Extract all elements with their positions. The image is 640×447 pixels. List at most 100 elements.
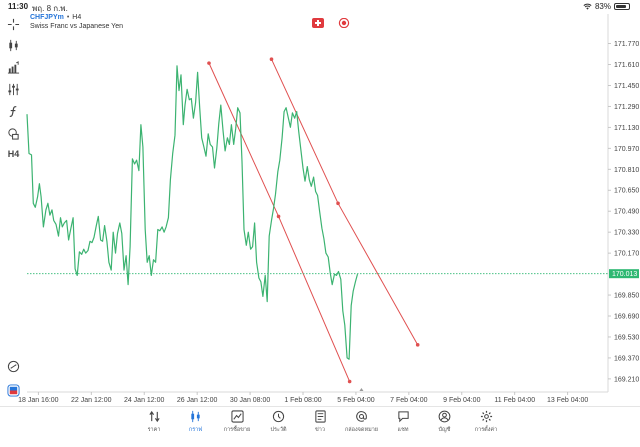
swiss-flag-icon <box>312 18 324 28</box>
japan-flag-icon <box>338 18 350 28</box>
y-tick-label: 169.530 <box>614 334 639 341</box>
nav-label: แชท <box>397 427 409 433</box>
x-tick-label: 24 Jan 12:00 <box>124 397 165 404</box>
trend-line-1[interactable] <box>208 62 351 382</box>
left-toolbar: H4 <box>0 14 27 406</box>
nav-news[interactable]: ข่าว <box>299 407 341 447</box>
trend-line-anchor[interactable] <box>207 61 211 65</box>
bottom-nav: ราคา กราฟ การซื้อขาย ประวัติ ข่าว กล่องจดหมาย… <box>0 406 640 447</box>
nav-trade[interactable]: การซื้อขาย <box>216 407 258 447</box>
quotes-icon <box>148 410 161 423</box>
y-tick-label: 170.970 <box>614 146 639 153</box>
x-tick-label: 26 Jan 12:00 <box>177 397 218 404</box>
function-icon[interactable] <box>4 103 23 119</box>
trend-line-anchor[interactable] <box>269 57 274 62</box>
nav-label: บัญชี <box>438 427 451 433</box>
status-time: 11:30 <box>8 2 29 11</box>
x-tick-label: 5 Feb 04:00 <box>337 397 374 404</box>
settings-icon <box>480 410 493 423</box>
nav-mailbox[interactable]: กล่องจดหมาย <box>341 407 383 447</box>
symbol-description: Swiss Franc vs Japanese Yen <box>30 23 123 30</box>
current-price-line: 170.013 <box>27 269 639 391</box>
y-tick-label: 171.770 <box>614 41 639 48</box>
trend-line-anchor[interactable] <box>336 201 340 206</box>
y-tick-label: 171.450 <box>614 83 639 90</box>
nav-label: การซื้อขาย <box>223 427 251 433</box>
x-tick-label: 13 Feb 04:00 <box>547 397 588 404</box>
status-bar: 11:30 พฤ. 8 ก.พ. 83% <box>0 0 640 14</box>
nav-chat[interactable]: แชท <box>382 407 424 447</box>
symbol-line[interactable]: CHFJPYm • H4 <box>30 14 81 21</box>
nav-settings[interactable]: การตั้งค่า <box>465 407 507 447</box>
trend-line-anchor[interactable] <box>276 214 281 219</box>
nav-label: กราฟ <box>188 427 203 433</box>
y-tick-label: 170.810 <box>614 167 639 174</box>
battery-fill <box>616 5 626 8</box>
symbol-name: CHFJPYm <box>30 14 64 21</box>
chart-grid <box>27 14 609 393</box>
indicators-icon[interactable] <box>4 81 23 97</box>
price-line-series-1 <box>26 65 359 360</box>
timeframe-label[interactable]: H4 <box>7 149 20 159</box>
nav-label: ข่าว <box>315 427 325 433</box>
nav-history[interactable]: ประวัติ <box>258 407 300 447</box>
y-tick-label: 170.330 <box>614 230 639 237</box>
nav-accounts[interactable]: บัญชี <box>424 407 466 447</box>
trend-line-2[interactable] <box>271 58 419 346</box>
y-axis: 171.770 171.610 171.450 171.290 171.130 170.9… <box>608 41 639 383</box>
trading-icon[interactable] <box>4 382 23 398</box>
current-price-tag <box>609 269 639 279</box>
currency-flags <box>312 18 350 28</box>
y-tick-label: 169.690 <box>614 314 639 321</box>
trade-icon <box>230 410 244 423</box>
candlestick-icon[interactable] <box>4 37 23 53</box>
chart-icon <box>189 410 202 423</box>
y-tick-label: 169.210 <box>614 376 639 383</box>
history-icon <box>272 410 285 423</box>
y-tick-label: 171.130 <box>614 125 639 132</box>
gauge-icon[interactable] <box>4 358 23 374</box>
x-tick-label: 30 Jan 08:00 <box>230 397 271 404</box>
nav-label: การตั้งค่า <box>474 427 498 433</box>
account-icon <box>438 410 451 423</box>
trend-line-anchor[interactable] <box>415 343 420 347</box>
y-tick-label: 169.850 <box>614 293 639 300</box>
nav-chart[interactable]: กราฟ <box>175 407 217 447</box>
nav-label: กล่องจดหมาย <box>344 427 379 433</box>
y-tick-label: 171.290 <box>614 104 639 111</box>
nav-label: ประวัติ <box>270 427 287 433</box>
symbol-timeframe: H4 <box>72 14 82 21</box>
bar-chart-icon[interactable] <box>4 59 23 75</box>
chat-icon <box>397 410 410 423</box>
x-tick-label: 9 Feb 04:00 <box>443 397 480 404</box>
current-time-marker <box>359 388 364 391</box>
symbol-separator: • <box>66 14 70 21</box>
x-tick-label: 7 Feb 04:00 <box>390 397 427 404</box>
objects-icon[interactable] <box>4 125 23 141</box>
trend-line-anchor[interactable] <box>347 379 352 384</box>
y-tick-label: 171.610 <box>614 62 639 69</box>
y-tick-label: 170.170 <box>614 251 639 258</box>
trend-lines <box>207 57 420 384</box>
current-price-label: 170.013 <box>612 271 637 278</box>
x-tick-label: 22 Jan 12:00 <box>71 397 112 404</box>
mail-icon <box>355 410 368 423</box>
price-chart[interactable]: 170.013 171.770171.610171.450171.290171.… <box>0 0 640 406</box>
x-axis: 18 Jan 16:00 22 Jan 12:00 24 Jan 12:00 26 J… <box>18 392 588 404</box>
x-tick-label: 18 Jan 16:00 <box>18 397 59 404</box>
battery-percent: 83% <box>594 2 611 11</box>
status-date: พฤ. 8 ก.พ. <box>32 4 68 13</box>
y-tick-label: 169.370 <box>614 355 639 362</box>
crosshair-icon[interactable] <box>4 16 23 32</box>
x-tick-label: 1 Feb 08:00 <box>284 397 321 404</box>
status-right: 83% <box>583 2 630 11</box>
price-series <box>26 65 359 360</box>
x-tick-label: 11 Feb 04:00 <box>494 397 535 404</box>
wifi-icon <box>583 3 592 10</box>
nav-label: ราคา <box>147 427 161 433</box>
battery-icon <box>614 3 630 10</box>
news-icon <box>314 410 327 423</box>
nav-quotes[interactable]: ราคา <box>133 407 175 447</box>
y-tick-label: 170.490 <box>614 209 639 216</box>
